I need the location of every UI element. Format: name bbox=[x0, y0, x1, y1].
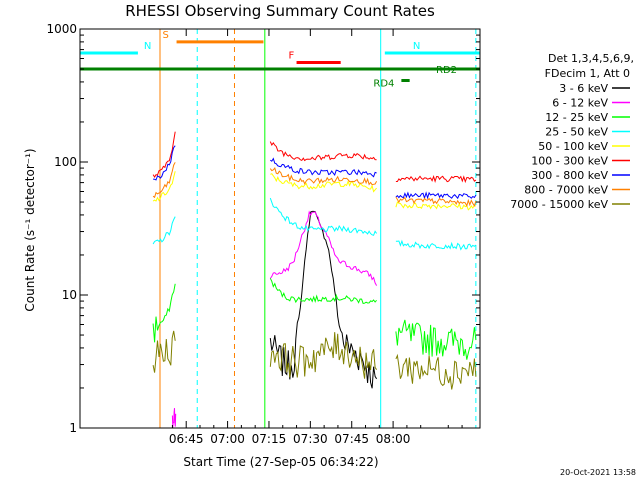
series-line-2-seg1 bbox=[152, 283, 176, 343]
series-line-6-seg3 bbox=[395, 191, 477, 200]
series-line-5-seg3 bbox=[395, 175, 477, 184]
series-line-5-seg1 bbox=[152, 131, 176, 178]
flag-label-rd2-4: RD2 bbox=[436, 65, 457, 76]
series-line-4-seg1 bbox=[152, 171, 176, 202]
x-axis-ticks: 06:45 07:00 07:15 07:30 07:45 08:00 bbox=[169, 29, 463, 446]
legend-header-line-1: Det 1,3,4,5,6,9, bbox=[548, 52, 634, 65]
series-line-6-seg1 bbox=[153, 145, 176, 181]
x-tick-label-5: 08:00 bbox=[376, 432, 411, 446]
legend-label-1: 6 - 12 keV bbox=[552, 97, 608, 110]
legend-label-7: 800 - 7000 keV bbox=[524, 184, 608, 197]
series-line-1-seg1 bbox=[171, 408, 177, 429]
chart-title: RHESSI Observing Summary Count Rates bbox=[125, 2, 435, 20]
series-lines bbox=[152, 131, 477, 429]
series-line-8-seg2 bbox=[269, 332, 378, 379]
x-tick-label-1: 07:00 bbox=[210, 432, 245, 446]
y-axis-label: Count Rate (s⁻¹ detector⁻¹) bbox=[23, 148, 37, 311]
vertical-markers bbox=[159, 29, 477, 428]
series-line-3-seg3 bbox=[395, 239, 477, 251]
flag-label-s-0: S bbox=[163, 30, 169, 41]
y-tick-label-2: 100 bbox=[54, 155, 77, 169]
footer-timestamp: 20-Oct-2021 13:58 bbox=[560, 468, 636, 477]
series-line-8-seg1 bbox=[152, 330, 176, 373]
x-tick-label-3: 07:30 bbox=[293, 432, 328, 446]
x-axis-label: Start Time (27-Sep-05 06:34:22) bbox=[183, 455, 378, 469]
y-tick-label-3: 1000 bbox=[46, 22, 77, 36]
legend-label-8: 7000 - 15000 keV bbox=[510, 198, 608, 211]
y-tick-label-0: 1 bbox=[69, 421, 77, 435]
flag-label-n-2: N bbox=[413, 41, 420, 52]
series-line-4-seg2 bbox=[270, 173, 377, 193]
series-line-8-seg3 bbox=[395, 353, 477, 390]
flag-label-f-3: F bbox=[289, 50, 295, 61]
orbit-flags: S N N F RD2 RD4 bbox=[80, 30, 480, 89]
legend-header-line-2: FDecim 1, Att 0 bbox=[545, 67, 630, 80]
series-line-4-seg3 bbox=[395, 201, 477, 211]
series-line-3-seg1 bbox=[152, 216, 176, 245]
y-axis-ticks: 1 10 100 1000 bbox=[46, 22, 480, 435]
legend-label-3: 25 - 50 keV bbox=[545, 126, 608, 139]
series-line-2-seg2 bbox=[269, 278, 377, 304]
series-line-6-seg2 bbox=[270, 157, 377, 178]
flag-label-n-1: N bbox=[144, 41, 151, 52]
y-tick-label-1: 10 bbox=[62, 288, 77, 302]
legend-label-5: 100 - 300 keV bbox=[531, 155, 608, 168]
x-tick-label-4: 07:45 bbox=[334, 432, 369, 446]
legend: Det 1,3,4,5,6,9, FDecim 1, Att 0 3 - 6 k… bbox=[510, 52, 634, 211]
flag-label-rd4-5: RD4 bbox=[373, 78, 394, 89]
series-line-7-seg2 bbox=[269, 167, 378, 186]
series-line-5-seg2 bbox=[269, 141, 377, 162]
series-line-7-seg1 bbox=[152, 162, 176, 199]
series-line-2-seg3 bbox=[395, 319, 477, 360]
legend-label-0: 3 - 6 keV bbox=[559, 82, 608, 95]
legend-label-4: 50 - 100 keV bbox=[538, 140, 608, 153]
series-line-7-seg3 bbox=[395, 196, 477, 208]
series-line-0-seg2 bbox=[269, 210, 378, 389]
series-line-1-seg2 bbox=[269, 210, 378, 286]
x-tick-label-0: 06:45 bbox=[169, 432, 204, 446]
x-tick-label-2: 07:15 bbox=[252, 432, 287, 446]
legend-label-6: 300 - 800 keV bbox=[531, 169, 608, 182]
legend-label-2: 12 - 25 keV bbox=[545, 111, 608, 124]
plot-frame bbox=[79, 28, 481, 429]
series-line-3-seg2 bbox=[269, 197, 378, 236]
